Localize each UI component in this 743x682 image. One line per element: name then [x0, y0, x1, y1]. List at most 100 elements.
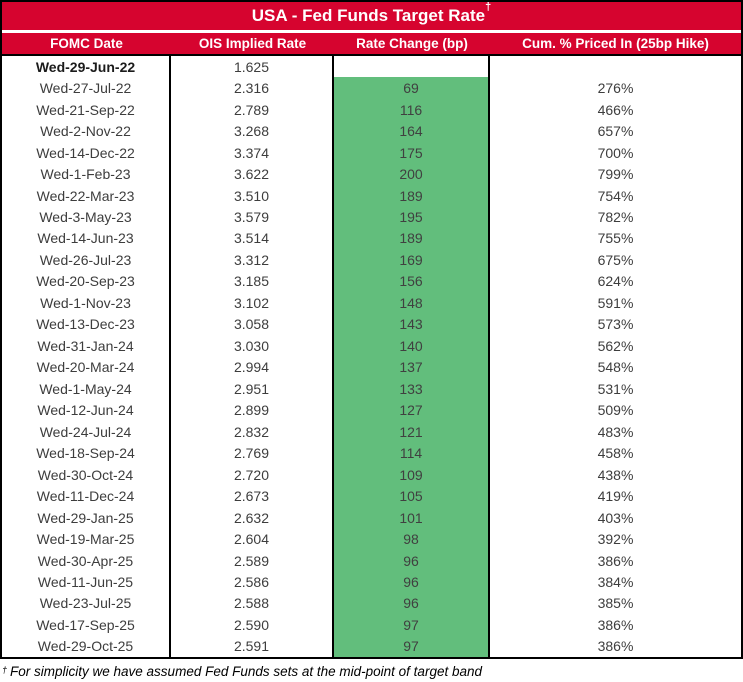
ois-implied-rate-cell: 2.589: [171, 549, 334, 572]
rate-change-cell: 195: [334, 206, 490, 228]
table-row: Wed-30-Oct-24 2.720 109 438%: [2, 463, 741, 486]
cum-priced-in-cell: 782%: [597, 209, 634, 226]
fomc-date-cell: Wed-14-Jun-23: [2, 227, 171, 250]
table-row: Wed-29-Oct-25 2.591 97 386%: [2, 635, 741, 658]
rate-change-cell: 98: [334, 528, 490, 550]
ois-implied-rate-cell: 2.832: [171, 420, 334, 443]
cum-priced-in-cell: 419%: [597, 488, 634, 505]
cum-priced-in-cell: 438%: [597, 466, 634, 483]
ois-implied-rate-cell: 3.185: [171, 270, 334, 293]
ois-implied-rate-cell: 3.312: [171, 249, 334, 271]
cum-priced-in-cell: 384%: [597, 573, 634, 590]
table-row: Wed-27-Jul-22 2.316 69 276%: [2, 77, 741, 99]
table-row: Wed-18-Sep-24 2.769 114 458%: [2, 442, 741, 464]
ois-implied-rate-cell: 2.591: [171, 635, 334, 658]
ois-implied-rate-cell: 3.579: [171, 206, 334, 228]
ois-implied-rate-cell: 2.586: [171, 571, 334, 593]
fomc-date-cell: Wed-19-Mar-25: [2, 528, 171, 550]
ois-implied-rate-cell: 2.994: [171, 356, 334, 379]
fomc-date-cell: Wed-1-May-24: [2, 378, 171, 400]
fed-funds-table: USA - Fed Funds Target Rate† FOMC Date O…: [0, 0, 743, 659]
ois-implied-rate-cell: 3.514: [171, 227, 334, 250]
fomc-date-cell: Wed-17-Sep-25: [2, 614, 171, 636]
ois-implied-rate-cell: 2.588: [171, 592, 334, 615]
table-row: Wed-11-Jun-25 2.586 96 384%: [2, 571, 741, 593]
rate-change-cell: 140: [334, 335, 490, 357]
cum-priced-in-cell: 799%: [597, 166, 634, 183]
footnote-text: For simplicity we have assumed Fed Funds…: [10, 663, 482, 679]
rate-change-cell: 200: [334, 163, 490, 185]
fomc-date-cell: Wed-13-Dec-23: [2, 313, 171, 336]
fomc-date-cell: Wed-27-Jul-22: [2, 77, 171, 99]
rate-change-cell: 96: [334, 571, 490, 593]
table-header-row: FOMC Date OIS Implied Rate Rate Change (…: [2, 33, 741, 56]
rate-change-cell: 97: [334, 635, 490, 658]
rate-change-cell: 169: [334, 249, 490, 271]
rate-change-cell: 133: [334, 378, 490, 400]
ois-implied-rate-cell: 2.789: [171, 98, 334, 121]
table-row: Wed-20-Mar-24 2.994 137 548%: [2, 356, 741, 379]
fomc-date-cell: Wed-11-Jun-25: [2, 571, 171, 593]
fomc-date-cell: Wed-1-Feb-23: [2, 163, 171, 185]
table-row: Wed-14-Dec-22 3.374 175 700%: [2, 141, 741, 164]
cum-priced-in-cell: 458%: [597, 445, 634, 462]
rate-change-cell: 96: [334, 549, 490, 572]
column-header-cum-priced-in: Cum. % Priced In (25bp Hike): [522, 36, 709, 51]
fomc-date-cell: Wed-18-Sep-24: [2, 442, 171, 464]
table-row: Wed-3-May-23 3.579 195 782%: [2, 206, 741, 228]
ois-implied-rate-cell: 3.510: [171, 184, 334, 207]
fomc-date-cell: Wed-26-Jul-23: [2, 249, 171, 271]
fomc-date-cell: Wed-1-Nov-23: [2, 292, 171, 314]
table-row: Wed-23-Jul-25 2.588 96 385%: [2, 592, 741, 615]
ois-implied-rate-cell: 2.951: [171, 378, 334, 400]
fomc-date-cell: Wed-29-Jun-22: [2, 56, 171, 78]
table-row: Wed-20-Sep-23 3.185 156 624%: [2, 270, 741, 293]
rate-change-cell: 105: [334, 485, 490, 507]
table-row: Wed-2-Nov-22 3.268 164 657%: [2, 120, 741, 142]
fomc-date-cell: Wed-20-Sep-23: [2, 270, 171, 293]
ois-implied-rate-cell: 3.102: [171, 292, 334, 314]
ois-implied-rate-cell: 3.622: [171, 163, 334, 185]
cum-priced-in-cell: 386%: [597, 616, 634, 633]
rate-change-cell: 189: [334, 184, 490, 207]
fomc-date-cell: Wed-30-Apr-25: [2, 549, 171, 572]
rate-change-cell: 156: [334, 270, 490, 293]
cum-priced-in-cell: [490, 56, 741, 77]
column-header-ois-implied-rate: OIS Implied Rate: [198, 36, 307, 51]
rate-change-cell: 189: [334, 227, 490, 250]
fomc-date-cell: Wed-24-Jul-24: [2, 420, 171, 443]
rate-change-cell: 97: [334, 614, 490, 636]
rate-change-cell: 175: [334, 141, 490, 164]
ois-implied-rate-cell: 2.769: [171, 442, 334, 464]
table-row: Wed-21-Sep-22 2.789 116 466%: [2, 98, 741, 121]
fomc-date-cell: Wed-2-Nov-22: [2, 120, 171, 142]
table-row: Wed-1-Nov-23 3.102 148 591%: [2, 292, 741, 314]
cum-priced-in-cell: 573%: [597, 316, 634, 333]
cum-priced-in-cell: 755%: [597, 230, 634, 247]
fomc-date-cell: Wed-23-Jul-25: [2, 592, 171, 615]
rate-change-cell: 127: [334, 399, 490, 421]
rate-change-cell: 101: [334, 506, 490, 529]
ois-implied-rate-cell: 3.058: [171, 313, 334, 336]
rate-change-cell: 148: [334, 292, 490, 314]
cum-priced-in-cell: 392%: [597, 531, 634, 548]
table-row: Wed-14-Jun-23 3.514 189 755%: [2, 227, 741, 250]
fomc-date-cell: Wed-21-Sep-22: [2, 98, 171, 121]
cum-priced-in-cell: 754%: [597, 187, 634, 204]
fomc-date-cell: Wed-30-Oct-24: [2, 463, 171, 486]
cum-priced-in-cell: 657%: [597, 123, 634, 140]
column-header-fomc-date: FOMC Date: [50, 36, 123, 51]
rate-change-cell: 164: [334, 120, 490, 142]
fomc-date-cell: Wed-3-May-23: [2, 206, 171, 228]
rate-change-cell: 109: [334, 463, 490, 486]
cum-priced-in-cell: 386%: [597, 638, 634, 655]
footnote: † For simplicity we have assumed Fed Fun…: [2, 660, 741, 682]
ois-implied-rate-cell: 2.720: [171, 463, 334, 486]
fomc-date-cell: Wed-31-Jan-24: [2, 335, 171, 357]
table-row: Wed-24-Jul-24 2.832 121 483%: [2, 420, 741, 443]
cum-priced-in-cell: 509%: [597, 402, 634, 419]
cum-priced-in-cell: 386%: [597, 552, 634, 569]
table-row: Wed-11-Dec-24 2.673 105 419%: [2, 485, 741, 507]
rate-change-cell: 69: [334, 77, 490, 99]
rate-change-cell: [334, 56, 490, 78]
